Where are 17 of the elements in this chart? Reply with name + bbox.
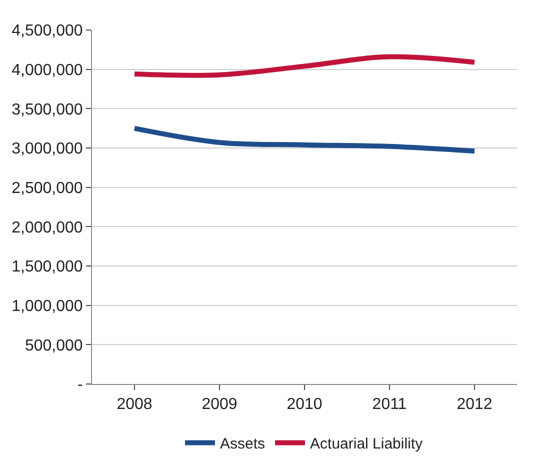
y-tick-label: 4,500,000 bbox=[12, 22, 83, 40]
y-tick-label: 500,000 bbox=[24, 337, 83, 354]
x-tick-label: 2011 bbox=[372, 396, 407, 414]
y-tick-label: 3,000,000 bbox=[12, 140, 83, 158]
x-tick-label: 2009 bbox=[202, 396, 238, 414]
y-tick-label: 2,500,000 bbox=[12, 180, 83, 197]
x-tick-label: 2008 bbox=[116, 396, 152, 414]
y-tick-label: 2,000,000 bbox=[12, 219, 83, 236]
legend-label: Actuarial Liability bbox=[310, 436, 424, 453]
legend-label: Assets bbox=[220, 436, 266, 453]
y-tick-label: 3,500,000 bbox=[12, 101, 83, 118]
x-tick-label: 2010 bbox=[286, 396, 322, 414]
x-tick-label: 2012 bbox=[456, 396, 492, 414]
y-tick-label: 1,000,000 bbox=[12, 298, 83, 315]
y-tick-label: - bbox=[77, 376, 83, 394]
y-tick-label: 4,000,000 bbox=[12, 62, 83, 79]
y-tick-label: 1,500,000 bbox=[12, 258, 83, 276]
